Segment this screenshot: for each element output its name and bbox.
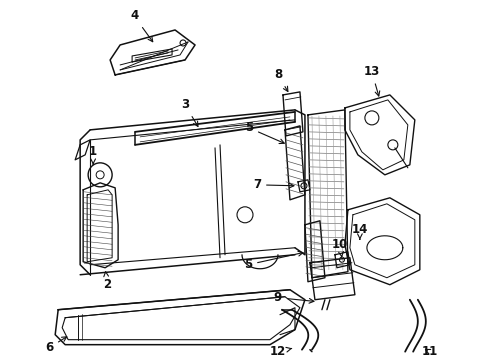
- Text: 5: 5: [244, 251, 303, 271]
- Text: 7: 7: [253, 178, 294, 191]
- Text: 1: 1: [89, 145, 97, 164]
- Text: 4: 4: [130, 9, 153, 42]
- Text: 12: 12: [270, 345, 292, 358]
- Text: 3: 3: [181, 98, 198, 126]
- Text: 5: 5: [245, 121, 284, 144]
- Text: 2: 2: [103, 272, 111, 291]
- Text: 8: 8: [274, 68, 288, 91]
- Text: 14: 14: [352, 223, 368, 239]
- Text: 11: 11: [422, 345, 438, 358]
- Text: 6: 6: [45, 337, 67, 354]
- Text: 9: 9: [274, 291, 314, 304]
- Text: 10: 10: [332, 238, 348, 257]
- Text: 13: 13: [364, 66, 380, 96]
